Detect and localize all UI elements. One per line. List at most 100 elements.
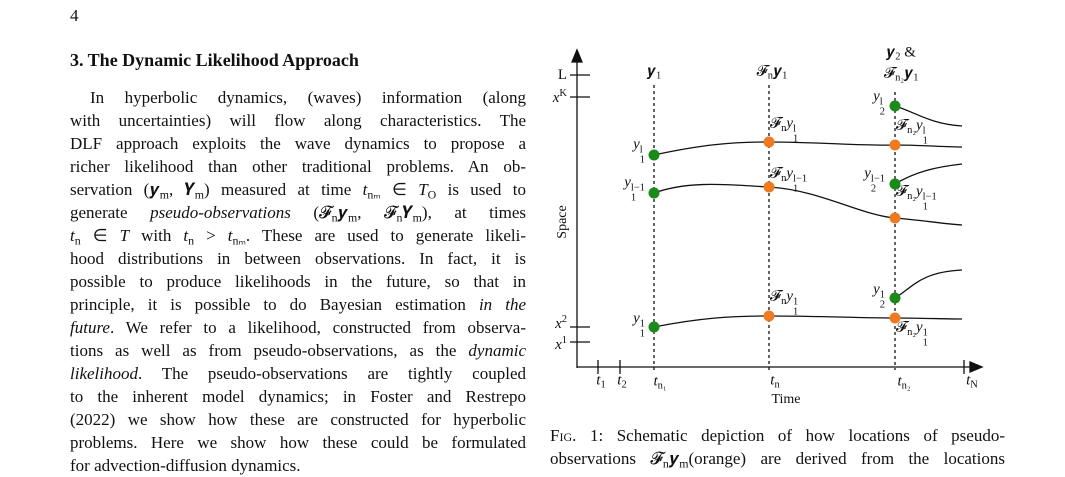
italic-run: t — [770, 372, 775, 389]
italic-run: likelihood — [70, 364, 138, 383]
pseudo-observation-dot — [763, 136, 775, 148]
subscript: n — [331, 210, 338, 225]
text-run: ), at times — [421, 203, 527, 222]
italic-run: t — [70, 226, 75, 245]
italic-run: t — [596, 372, 601, 389]
text-run: 𝓕 — [884, 65, 896, 82]
text-line: tn ∈ T with tn > tnₘ. These are used to … — [70, 224, 526, 248]
text-run: principle, it is possible to do Bayesian… — [70, 295, 479, 314]
text-run: . The pseudo-observations are tightly co… — [137, 364, 526, 383]
text-run: problems. Here we show how these could b… — [70, 433, 526, 452]
text-line: to the inherent model dynamics; in Foste… — [70, 385, 526, 408]
text-run: hood distributions in between observatio… — [70, 249, 526, 268]
text-run: 𝒚 — [904, 65, 914, 82]
subscript: n₂ — [907, 326, 916, 338]
text-run: 𝓕 — [770, 288, 782, 305]
subscript: 1 — [639, 328, 645, 340]
subscript: n₂ — [895, 72, 904, 84]
text-run: servation (𝒚 — [70, 180, 160, 199]
trajectory — [653, 183, 963, 226]
text-run: 𝓕 — [770, 165, 782, 182]
italic-run: x — [552, 89, 560, 106]
x-tick-label: tn₂ — [897, 373, 910, 394]
subscript: n — [781, 295, 787, 307]
italic-run: t — [897, 373, 902, 390]
subscript: n₂ — [907, 124, 916, 136]
observation-dot — [889, 178, 901, 190]
sub-sup: l−1 1 — [631, 183, 645, 203]
text-run: ∈ — [80, 226, 120, 245]
italic-run: dynamic — [468, 341, 526, 360]
text-run: & — [900, 44, 916, 61]
italic-run: t — [617, 372, 622, 389]
subscript: 2 — [895, 51, 901, 63]
text-run: for advection-diffusion dynamics. — [70, 456, 301, 475]
text-line: future. We refer to a likelihood, constr… — [70, 316, 526, 339]
observation-dot — [889, 100, 901, 112]
text-run: , 𝓕 — [357, 203, 397, 222]
text-run: 𝒚 — [337, 203, 348, 222]
superscript: l — [922, 125, 926, 137]
caption-line: observations 𝓕n𝒚m(orange) are derived fr… — [550, 447, 1005, 471]
pseudo-observation-dot — [763, 310, 775, 322]
page-number: 4 — [70, 6, 79, 25]
italic-run: y — [786, 288, 793, 305]
superscript: l — [793, 123, 796, 135]
superscript: 1 — [922, 327, 928, 339]
italic-run: y — [633, 136, 640, 153]
observation-dot — [648, 321, 660, 333]
italic-run: t — [653, 373, 658, 390]
text-run: In hyperbolic dynamics, (waves) informat… — [90, 88, 526, 107]
y-axis-label: Space — [555, 205, 570, 239]
subscript: n — [781, 172, 787, 184]
superscript: 1 — [793, 296, 799, 308]
subscript: 2 — [870, 183, 877, 195]
x-tick-label: t1 — [596, 372, 605, 393]
italic-run: y — [873, 88, 880, 105]
observation-dot — [648, 149, 660, 161]
subscript: m — [347, 210, 358, 225]
text-run: to the inherent model dynamics; in Foste… — [70, 387, 526, 406]
x-axis-label: Time — [771, 392, 801, 407]
text-run: 𝓕 — [756, 63, 768, 80]
text-line: DLF approach exploits the wave dynamics … — [70, 132, 526, 155]
subscript: n — [767, 70, 773, 82]
italic-run: t — [362, 180, 368, 199]
text-run: 𝓕 — [896, 117, 908, 134]
italic-run: y — [786, 165, 793, 182]
point-label: 𝓕ny 1 1 — [770, 289, 798, 318]
y-tick-label: L — [558, 67, 567, 83]
superscript: l — [879, 96, 883, 108]
subscript: 1 — [913, 72, 919, 84]
italic-run: t — [966, 372, 971, 389]
superscript: l−1 — [922, 191, 937, 203]
subscript: 1 — [630, 192, 637, 204]
section-heading: 3. The Dynamic Likelihood Approach — [70, 50, 359, 70]
italic-run: y — [916, 117, 923, 134]
subscript: 1 — [639, 154, 645, 166]
superscript: 2 — [561, 314, 567, 326]
subscript: m — [412, 210, 422, 225]
text-line: likelihood. The pseudo-observations are … — [70, 362, 526, 385]
point-label: 𝓕n₂y l 1 — [896, 118, 928, 147]
text-run: observations 𝓕 — [550, 449, 663, 468]
text-run: 𝒚 — [772, 63, 783, 80]
point-label: y l−1 1 — [624, 175, 645, 204]
subscript: n₂ — [907, 190, 916, 202]
text-line: In hyperbolic dynamics, (waves) informat… — [70, 86, 526, 109]
subscript: 1 — [655, 70, 662, 82]
text-run: 𝓕 — [896, 183, 908, 200]
italic-run: y — [873, 281, 880, 298]
trajectory — [653, 315, 963, 328]
subscript: m — [194, 187, 204, 202]
text-line: servation (𝒚m, 𝒀m) measured at time tnₘ … — [70, 178, 526, 202]
superscript: l−1 — [630, 182, 645, 194]
text-run: 1: Schematic depiction of how locations … — [576, 426, 1005, 445]
text-run: (orange) are derived from the locations — [688, 449, 1005, 468]
subscript: m — [679, 456, 689, 471]
